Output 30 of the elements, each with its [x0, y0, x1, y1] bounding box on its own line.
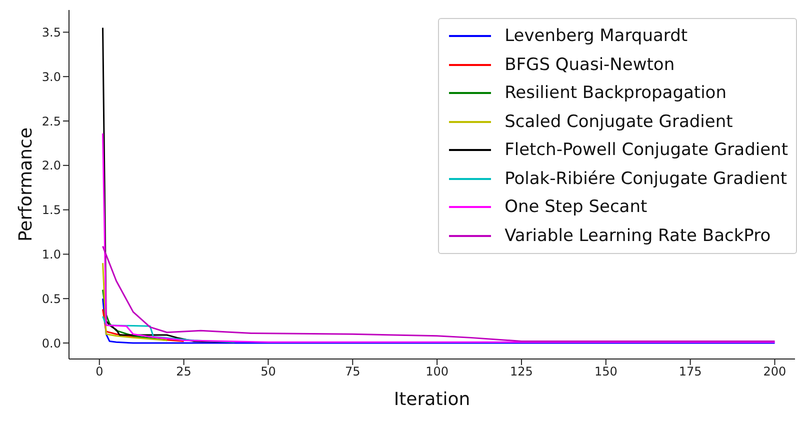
y-tick-label: 1.0	[42, 247, 61, 262]
x-tick-label: 25	[176, 364, 192, 379]
legend-label: One Step Secant	[504, 196, 648, 219]
y-axis-title: Performance	[16, 127, 36, 242]
x-tick-label: 75	[345, 364, 360, 379]
line-series	[102, 298, 776, 344]
y-tick-label: 1.5	[42, 203, 61, 218]
line-series	[102, 262, 168, 342]
x-tick-label: 100	[426, 364, 449, 379]
y-tick-label: 2.5	[42, 114, 61, 128]
x-tick-label: 150	[594, 364, 618, 379]
legend-label: Scaled Conjugate Gradient	[504, 110, 733, 134]
legend-label: Variable Learning Rate BackPro	[504, 224, 771, 248]
legend-label: Levenberg Marquardt	[504, 25, 688, 48]
legend-label: BFGS Quasi-Newton	[504, 54, 675, 76]
x-tick-label: 50	[260, 364, 276, 379]
x-tick-label: 0	[96, 364, 104, 379]
legend-label: Polak-Ribiére Conjugate Gradient	[504, 168, 788, 190]
y-tick-label: 3.5	[42, 25, 61, 40]
legend-label: Fletch-Powell Conjugate Gradient	[504, 139, 788, 162]
x-axis-title: Iteration	[394, 389, 470, 410]
y-tick-label: 3.0	[42, 70, 61, 84]
line-series	[102, 245, 776, 342]
legend-label: Resilient Backpropagation	[504, 82, 726, 105]
x-tick-label: 175	[678, 364, 702, 379]
y-tick-label: 2.0	[42, 158, 61, 173]
y-tick-label: 0.0	[42, 336, 61, 350]
x-tick-label: 125	[510, 364, 533, 379]
y-tick-label: 0.5	[42, 292, 61, 306]
x-tick-label: 200	[763, 364, 786, 379]
